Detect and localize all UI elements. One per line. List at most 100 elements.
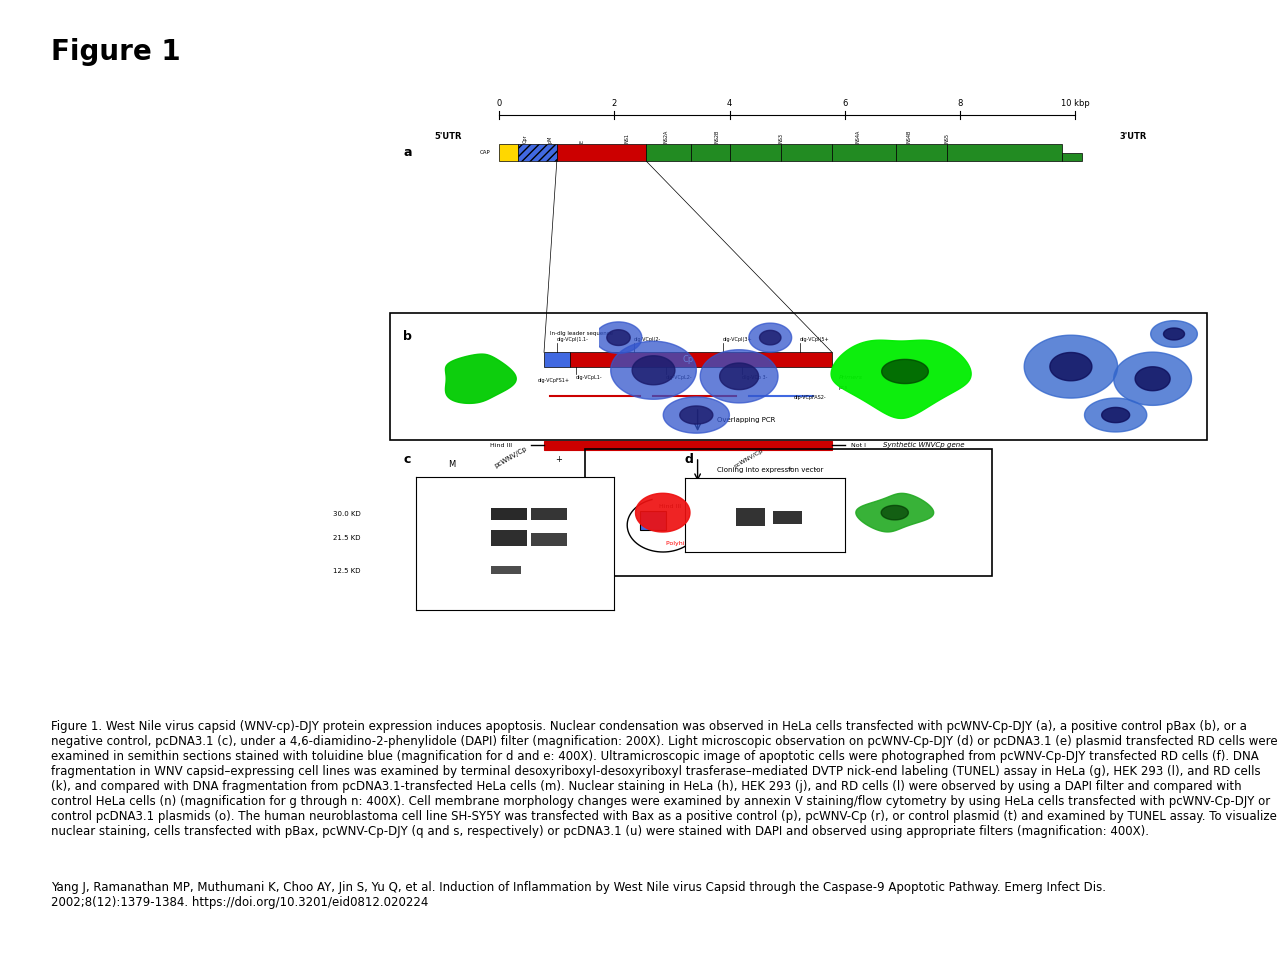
Bar bbox=[531, 508, 567, 519]
Bar bbox=[492, 565, 521, 574]
Text: Synthetic WNVCp gene: Synthetic WNVCp gene bbox=[883, 443, 965, 448]
Polygon shape bbox=[882, 359, 928, 384]
Text: E: E bbox=[580, 140, 585, 143]
Text: 0: 0 bbox=[497, 100, 502, 108]
Polygon shape bbox=[856, 493, 933, 532]
Text: Primers: Primers bbox=[838, 375, 863, 380]
Text: Polyhistidine tag: Polyhistidine tag bbox=[666, 541, 718, 546]
Text: Cloning into expression vector: Cloning into expression vector bbox=[717, 468, 823, 473]
Polygon shape bbox=[663, 396, 730, 433]
Polygon shape bbox=[749, 324, 791, 352]
Bar bbox=[570, 352, 832, 367]
Text: h: h bbox=[1019, 422, 1027, 433]
Text: BGH polyA: BGH polyA bbox=[723, 514, 756, 519]
Text: NS4A: NS4A bbox=[855, 130, 860, 143]
Bar bbox=[518, 144, 557, 161]
Bar bbox=[492, 508, 527, 519]
Circle shape bbox=[691, 511, 722, 534]
Polygon shape bbox=[1102, 407, 1130, 422]
Text: CAP: CAP bbox=[480, 150, 490, 156]
Polygon shape bbox=[632, 356, 675, 385]
Polygon shape bbox=[1135, 367, 1170, 391]
Text: pcWNV/Cp: pcWNV/Cp bbox=[494, 445, 529, 469]
Polygon shape bbox=[719, 363, 759, 390]
Text: Hind III: Hind III bbox=[659, 504, 681, 509]
Text: -: - bbox=[815, 467, 817, 472]
Bar bbox=[544, 441, 832, 450]
Text: 21.5 KD: 21.5 KD bbox=[333, 535, 361, 541]
Text: NS5: NS5 bbox=[945, 133, 950, 143]
Text: CMV pro: CMV pro bbox=[451, 517, 480, 523]
Polygon shape bbox=[635, 493, 690, 532]
Bar bbox=[531, 533, 567, 546]
Bar bbox=[499, 144, 518, 161]
Text: pM: pM bbox=[548, 135, 553, 143]
Bar bbox=[557, 144, 646, 161]
Text: dlg-VCpFS1+: dlg-VCpFS1+ bbox=[538, 378, 570, 383]
Text: dlg-VCpL2-: dlg-VCpL2- bbox=[666, 375, 692, 380]
Polygon shape bbox=[445, 354, 516, 403]
Text: a: a bbox=[403, 146, 412, 159]
Polygon shape bbox=[831, 340, 972, 419]
Text: NS2A: NS2A bbox=[663, 130, 668, 143]
Polygon shape bbox=[607, 329, 630, 346]
Text: NS3: NS3 bbox=[778, 133, 783, 143]
Bar bbox=[492, 530, 527, 546]
Polygon shape bbox=[759, 330, 781, 345]
Bar bbox=[896, 144, 947, 161]
Text: dlg-VCpI(1.1-: dlg-VCpI(1.1- bbox=[557, 337, 589, 342]
Bar bbox=[646, 144, 691, 161]
Text: Not I: Not I bbox=[701, 504, 717, 509]
Text: 8: 8 bbox=[957, 100, 963, 108]
Bar bbox=[544, 352, 570, 367]
Text: Cp: Cp bbox=[682, 355, 694, 364]
Text: 30.0 KD: 30.0 KD bbox=[333, 511, 361, 516]
Text: dlp-VCpFAS2-: dlp-VCpFAS2- bbox=[794, 395, 826, 400]
Bar bbox=[585, 449, 992, 576]
Text: 4: 4 bbox=[727, 100, 732, 108]
Text: j: j bbox=[804, 559, 808, 569]
Bar bbox=[640, 511, 666, 530]
Text: Hind III: Hind III bbox=[490, 443, 512, 448]
Text: In-dlg leader sequence: In-dlg leader sequence bbox=[550, 331, 613, 336]
Text: pcDNA3.1-His plasmid: pcDNA3.1-His plasmid bbox=[723, 529, 794, 535]
Bar bbox=[390, 313, 1207, 440]
Text: pcs: pcs bbox=[838, 385, 847, 390]
Text: dlg-VCpI(2-: dlg-VCpI(2- bbox=[634, 337, 660, 342]
Text: g: g bbox=[814, 422, 822, 433]
Text: c: c bbox=[403, 452, 411, 466]
Polygon shape bbox=[680, 406, 713, 424]
Text: pcWNV/Cp: pcWNV/Cp bbox=[733, 448, 764, 469]
Polygon shape bbox=[1164, 328, 1184, 340]
Polygon shape bbox=[1024, 335, 1117, 398]
Text: Cpr: Cpr bbox=[522, 134, 527, 143]
Polygon shape bbox=[1151, 321, 1197, 348]
Bar bbox=[832, 144, 896, 161]
Text: +: + bbox=[556, 455, 562, 464]
Bar bbox=[1062, 153, 1082, 161]
Polygon shape bbox=[881, 505, 909, 520]
Text: 6: 6 bbox=[842, 100, 847, 108]
Text: 12.5 KD: 12.5 KD bbox=[333, 567, 361, 573]
Text: 2: 2 bbox=[612, 100, 617, 108]
Bar bbox=[781, 144, 832, 161]
Text: 10 kbp: 10 kbp bbox=[1061, 100, 1089, 108]
Text: b: b bbox=[403, 329, 412, 343]
Text: Not I: Not I bbox=[851, 443, 867, 448]
Polygon shape bbox=[595, 322, 641, 353]
Polygon shape bbox=[700, 349, 778, 403]
Polygon shape bbox=[1084, 398, 1147, 432]
Polygon shape bbox=[1050, 352, 1092, 381]
Text: dlg-VCpI(3+: dlg-VCpI(3+ bbox=[723, 337, 753, 342]
Bar bbox=[691, 144, 730, 161]
Text: f: f bbox=[609, 422, 614, 433]
Text: +: + bbox=[786, 467, 792, 472]
Text: 3'UTR: 3'UTR bbox=[1119, 132, 1147, 141]
Polygon shape bbox=[1114, 352, 1192, 405]
Text: NS1: NS1 bbox=[625, 133, 630, 143]
Text: dlg-VCpI(5+: dlg-VCpI(5+ bbox=[800, 337, 829, 342]
Text: e: e bbox=[404, 422, 411, 433]
Text: NS2B: NS2B bbox=[714, 130, 719, 143]
Text: i: i bbox=[599, 559, 603, 569]
Text: M: M bbox=[448, 460, 456, 469]
